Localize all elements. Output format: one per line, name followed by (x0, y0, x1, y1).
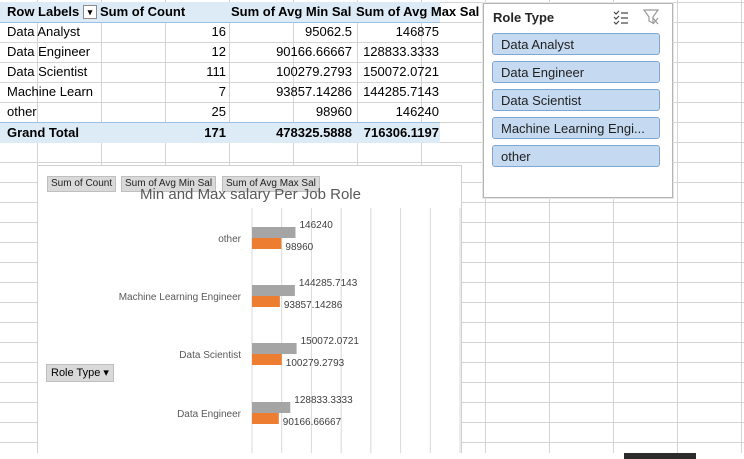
sum-min-header: Sum of Avg Min Sal (231, 4, 352, 19)
slicer-item[interactable]: Data Scientist (492, 89, 660, 111)
category-label: Data Engineer (177, 409, 242, 420)
grand-total-label: Grand Total (7, 125, 79, 140)
chart-bar[interactable] (252, 285, 295, 296)
pivot-row-min: 90166.66667 (276, 44, 352, 59)
pivot-row-max: 150072.0721 (363, 64, 439, 79)
row-labels-filter-icon[interactable]: ▾ (83, 5, 97, 19)
pivot-chart[interactable]: Sum of Count Sum of Avg Min Sal Sum of A… (37, 165, 462, 459)
chart-bar[interactable] (252, 402, 291, 413)
bar-data-label: 100279.2793 (286, 358, 345, 369)
pivot-row-label: Data Scientist (7, 64, 88, 79)
chart-title: Min and Max salary Per Job Role (140, 186, 361, 203)
multi-select-icon[interactable] (612, 8, 630, 26)
pivot-row-min: 98960 (315, 104, 352, 119)
chart-bar[interactable] (252, 296, 280, 307)
pivot-row: Data Analyst 16 95062.5 146875 (0, 22, 440, 42)
bar-data-label: 144285.7143 (299, 278, 358, 289)
pivot-row-count: 16 (211, 24, 226, 39)
bar-data-label: 98960 (285, 242, 313, 253)
role-type-axis-label: Role Type (51, 367, 101, 379)
bar-data-label: 90166.66667 (283, 417, 342, 428)
pivot-row-min: 93857.14286 (276, 84, 352, 99)
sum-count-field-button[interactable]: Sum of Count (47, 176, 117, 192)
slicer-item[interactable]: Machine Learning Engi... (492, 117, 660, 139)
category-label: Machine Learning Engineer (119, 292, 242, 303)
category-label: other (218, 234, 241, 245)
bar-data-label: 128833.3333 (294, 395, 353, 406)
pivot-row: Data Engineer 12 90166.66667 128833.3333 (0, 42, 440, 62)
clear-filter-icon[interactable] (642, 8, 660, 26)
pivot-row-min: 100279.2793 (276, 64, 352, 79)
sum-min-field-button[interactable]: Sum of Avg Min Sal (121, 176, 217, 192)
row-labels-header: Row Labels (7, 4, 80, 19)
pivot-row-max: 146875 (395, 24, 439, 39)
dropdown-arrow-icon: ▾ (103, 367, 109, 379)
pivot-row-count: 12 (211, 44, 226, 59)
role-type-slicer[interactable]: Role Type Data Analyst Data Engineer Data … (483, 3, 673, 198)
pivot-row-max: 128833.3333 (363, 44, 439, 59)
chart-bar[interactable] (252, 238, 282, 249)
grand-total-count: 171 (204, 125, 226, 140)
pivot-row-label: other (7, 104, 37, 119)
chart-bar[interactable] (252, 354, 282, 365)
grand-total-row: Grand Total 171 478325.5888 716306.1197 (0, 122, 440, 143)
chart-bar[interactable] (252, 413, 279, 424)
sheet-tab-bar (0, 453, 744, 459)
sum-max-field-button[interactable]: Sum of Avg Max Sal (222, 176, 320, 192)
bar-data-label: 150072.0721 (301, 336, 360, 347)
slicer-title: Role Type (493, 10, 555, 25)
pivot-row-max: 144285.7143 (363, 84, 439, 99)
chart-bar[interactable] (252, 227, 296, 238)
pivot-row-count: 25 (211, 104, 226, 119)
pivot-row-label: Data Engineer (7, 44, 91, 59)
chart-plot-area: other 146240 98960 Machine Learning Enginee… (119, 208, 461, 458)
pivot-row: Data Scientist 111 100279.2793 150072.0721 (0, 62, 440, 82)
role-type-axis-button[interactable]: Role Type ▾ (46, 364, 114, 382)
pivot-row: other 25 98960 146240 (0, 102, 440, 122)
chart-bar[interactable] (252, 343, 297, 354)
pivot-row-count: 7 (218, 84, 226, 99)
slicer-item[interactable]: Data Engineer (492, 61, 660, 83)
scroll-area (696, 453, 744, 459)
sheet-tab-area (0, 453, 624, 459)
slicer-item[interactable]: Data Analyst (492, 33, 660, 55)
category-label: Data Scientist (179, 350, 241, 361)
pivot-row-label: Machine Learn (7, 84, 93, 99)
pivot-row-max: 146240 (395, 104, 439, 119)
sum-count-header: Sum of Count (100, 4, 186, 19)
grand-total-min: 478325.5888 (276, 125, 352, 140)
bar-data-label: 146240 (299, 220, 333, 231)
pivot-row: Machine Learn 7 93857.14286 144285.7143 (0, 82, 440, 102)
pivot-row-count: 111 (206, 64, 226, 79)
grand-total-max: 716306.1197 (363, 125, 439, 140)
pivot-header-row: Row Labels ▾ Sum of Count Sum of Avg Min… (0, 2, 479, 23)
slicer-item[interactable]: other (492, 145, 660, 167)
sum-max-header: Sum of Avg Max Sal (356, 4, 480, 19)
bar-data-label: 93857.14286 (284, 300, 343, 311)
pivot-row-min: 95062.5 (305, 24, 352, 39)
pivot-row-label: Data Analyst (7, 24, 80, 39)
